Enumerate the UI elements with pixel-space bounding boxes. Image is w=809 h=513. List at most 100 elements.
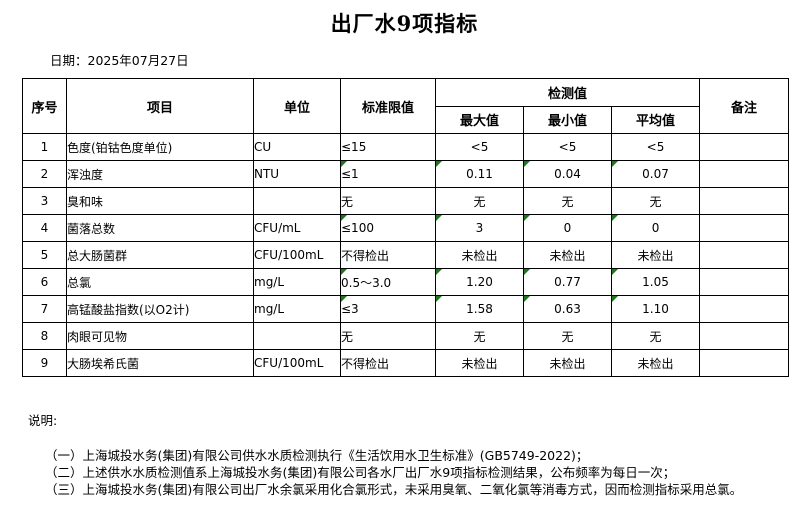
text-number-warning-icon	[341, 161, 347, 167]
cell-remark	[699, 214, 790, 242]
notes-title: 说明:	[28, 413, 58, 428]
cell-item: 肉眼可见物	[66, 322, 254, 350]
cell-remark	[699, 322, 790, 350]
header-no: 序号	[22, 78, 67, 134]
text-number-warning-icon	[524, 215, 530, 221]
cell-avg: <5	[610, 133, 701, 161]
header-min: 最小值	[523, 105, 612, 134]
cell-item: 浑浊度	[66, 160, 254, 188]
cell-item: 色度(铂钴色度单位)	[66, 133, 254, 161]
text-number-warning-icon	[436, 215, 442, 221]
cell-min: <5	[523, 133, 612, 161]
cell-max: 无	[435, 187, 524, 215]
cell-limit: ≤3	[340, 295, 436, 323]
cell-remark	[699, 268, 790, 296]
text-number-warning-icon	[524, 269, 530, 275]
text-number-warning-icon	[341, 215, 347, 221]
text-number-warning-icon	[612, 161, 618, 167]
text-number-warning-icon	[436, 161, 442, 167]
cell-limit: 无	[340, 322, 436, 350]
text-number-warning-icon	[524, 161, 530, 167]
cell-remark	[699, 160, 790, 188]
table-header-row-2: 最大值 最小值 平均值	[23, 105, 789, 134]
cell-avg: 0	[610, 214, 701, 242]
cell-remark	[699, 241, 790, 269]
table-row: 6 总氯 mg/L 0.5～3.0 1.20 0.77 1.05	[22, 268, 790, 296]
cell-max: 未检出	[435, 241, 524, 269]
water-quality-table: 序号 项目 单位 标准限值 检测值 备注 最大值 最小值 平均值 1 色度(铂钴色…	[22, 78, 790, 377]
cell-no: 4	[22, 214, 67, 242]
cell-limit: 不得检出	[340, 349, 436, 377]
cell-unit: CFU/100mL	[253, 241, 341, 269]
cell-min: 0	[523, 214, 612, 242]
cell-max: 0.11	[435, 160, 524, 188]
cell-no: 3	[22, 187, 67, 215]
header-unit: 单位	[253, 78, 341, 134]
cell-min: 无	[523, 187, 612, 215]
cell-item: 大肠埃希氏菌	[66, 349, 254, 377]
cell-no: 8	[22, 322, 67, 350]
header-limit: 标准限值	[340, 78, 436, 134]
table-row: 4 菌落总数 CFU/mL ≤100 3 0 0	[22, 214, 790, 242]
cell-max: 1.58	[435, 295, 524, 323]
text-number-warning-icon	[612, 296, 618, 302]
cell-remark	[699, 295, 790, 323]
cell-unit: NTU	[253, 160, 341, 188]
header-avg: 平均值	[610, 105, 701, 134]
cell-limit: ≤100	[340, 214, 436, 242]
table-row: 1 色度(铂钴色度单位) CU ≤15 <5 <5 <5	[22, 133, 790, 161]
cell-no: 7	[22, 295, 67, 323]
note-line: （三）上海城投水务(集团)有限公司出厂水余氯采用化合氯形式，未采用臭氧、二氧化氯…	[45, 482, 743, 497]
cell-no: 9	[22, 349, 67, 377]
header-item: 项目	[66, 78, 254, 134]
header-remark: 备注	[699, 78, 790, 134]
header-measured-group: 检测值	[434, 78, 701, 107]
cell-avg: 无	[610, 322, 701, 350]
note-line: （一）上海城投水务(集团)有限公司供水水质检测执行《生活饮用水卫生标准》(GB5…	[45, 448, 589, 463]
note-line: （二）上述供水水质检测值系上海城投水务(集团)有限公司各水厂出厂水9项指标检测结…	[45, 465, 676, 480]
cell-no: 5	[22, 241, 67, 269]
cell-min: 0.77	[523, 268, 612, 296]
cell-limit: 0.5～3.0	[340, 268, 436, 296]
cell-avg: 未检出	[610, 349, 701, 377]
cell-avg: 1.05	[610, 268, 701, 296]
notes-lines: （一）上海城投水务(集团)有限公司供水水质检测执行《生活饮用水卫生标准》(GB5…	[28, 447, 788, 498]
cell-remark	[699, 349, 790, 377]
text-number-warning-icon	[612, 215, 618, 221]
cell-item: 臭和味	[66, 187, 254, 215]
cell-unit: CFU/100mL	[253, 349, 341, 377]
cell-item: 总氯	[66, 268, 254, 296]
cell-limit: ≤15	[340, 133, 436, 161]
table-header-row-1: 序号 项目 单位 标准限值 检测值 备注	[22, 78, 790, 134]
cell-unit: CFU/mL	[253, 214, 341, 242]
cell-avg: 未检出	[610, 241, 701, 269]
table-body: 1 色度(铂钴色度单位) CU ≤15 <5 <5 <5 2 浑浊度 NTU ≤1 0.11 0.04 0…	[22, 133, 790, 377]
cell-min: 0.04	[523, 160, 612, 188]
text-number-warning-icon	[436, 296, 442, 302]
table-row: 3 臭和味无无无无	[22, 187, 790, 215]
table-row: 9 大肠埃希氏菌 CFU/100mL 不得检出 未检出 未检出 未检出	[22, 349, 790, 377]
cell-max: 1.20	[435, 268, 524, 296]
text-number-warning-icon	[612, 269, 618, 275]
cell-no: 2	[22, 160, 67, 188]
cell-avg: 无	[610, 187, 701, 215]
cell-no: 1	[22, 133, 67, 161]
notes-section: 说明: （一）上海城投水务(集团)有限公司供水水质检测执行《生活饮用水卫生标准》…	[28, 412, 788, 498]
table-row: 7 高锰酸盐指数(以O2计) mg/L ≤3 1.58 0.63 1.10	[22, 295, 790, 323]
cell-unit: CU	[253, 133, 341, 161]
cell-avg: 1.10	[610, 295, 701, 323]
header-max: 最大值	[435, 105, 524, 134]
cell-no: 6	[22, 268, 67, 296]
cell-remark	[699, 133, 790, 161]
cell-limit: 不得检出	[340, 241, 436, 269]
cell-max: 未检出	[435, 349, 524, 377]
cell-max: 无	[435, 322, 524, 350]
cell-min: 0.63	[523, 295, 612, 323]
cell-min: 未检出	[523, 349, 612, 377]
table-header: 序号 项目 单位 标准限值 检测值 备注 最大值 最小值 平均值	[22, 78, 790, 134]
cell-max: 3	[435, 214, 524, 242]
text-number-warning-icon	[436, 269, 442, 275]
cell-limit: ≤1	[340, 160, 436, 188]
text-number-warning-icon	[524, 296, 530, 302]
